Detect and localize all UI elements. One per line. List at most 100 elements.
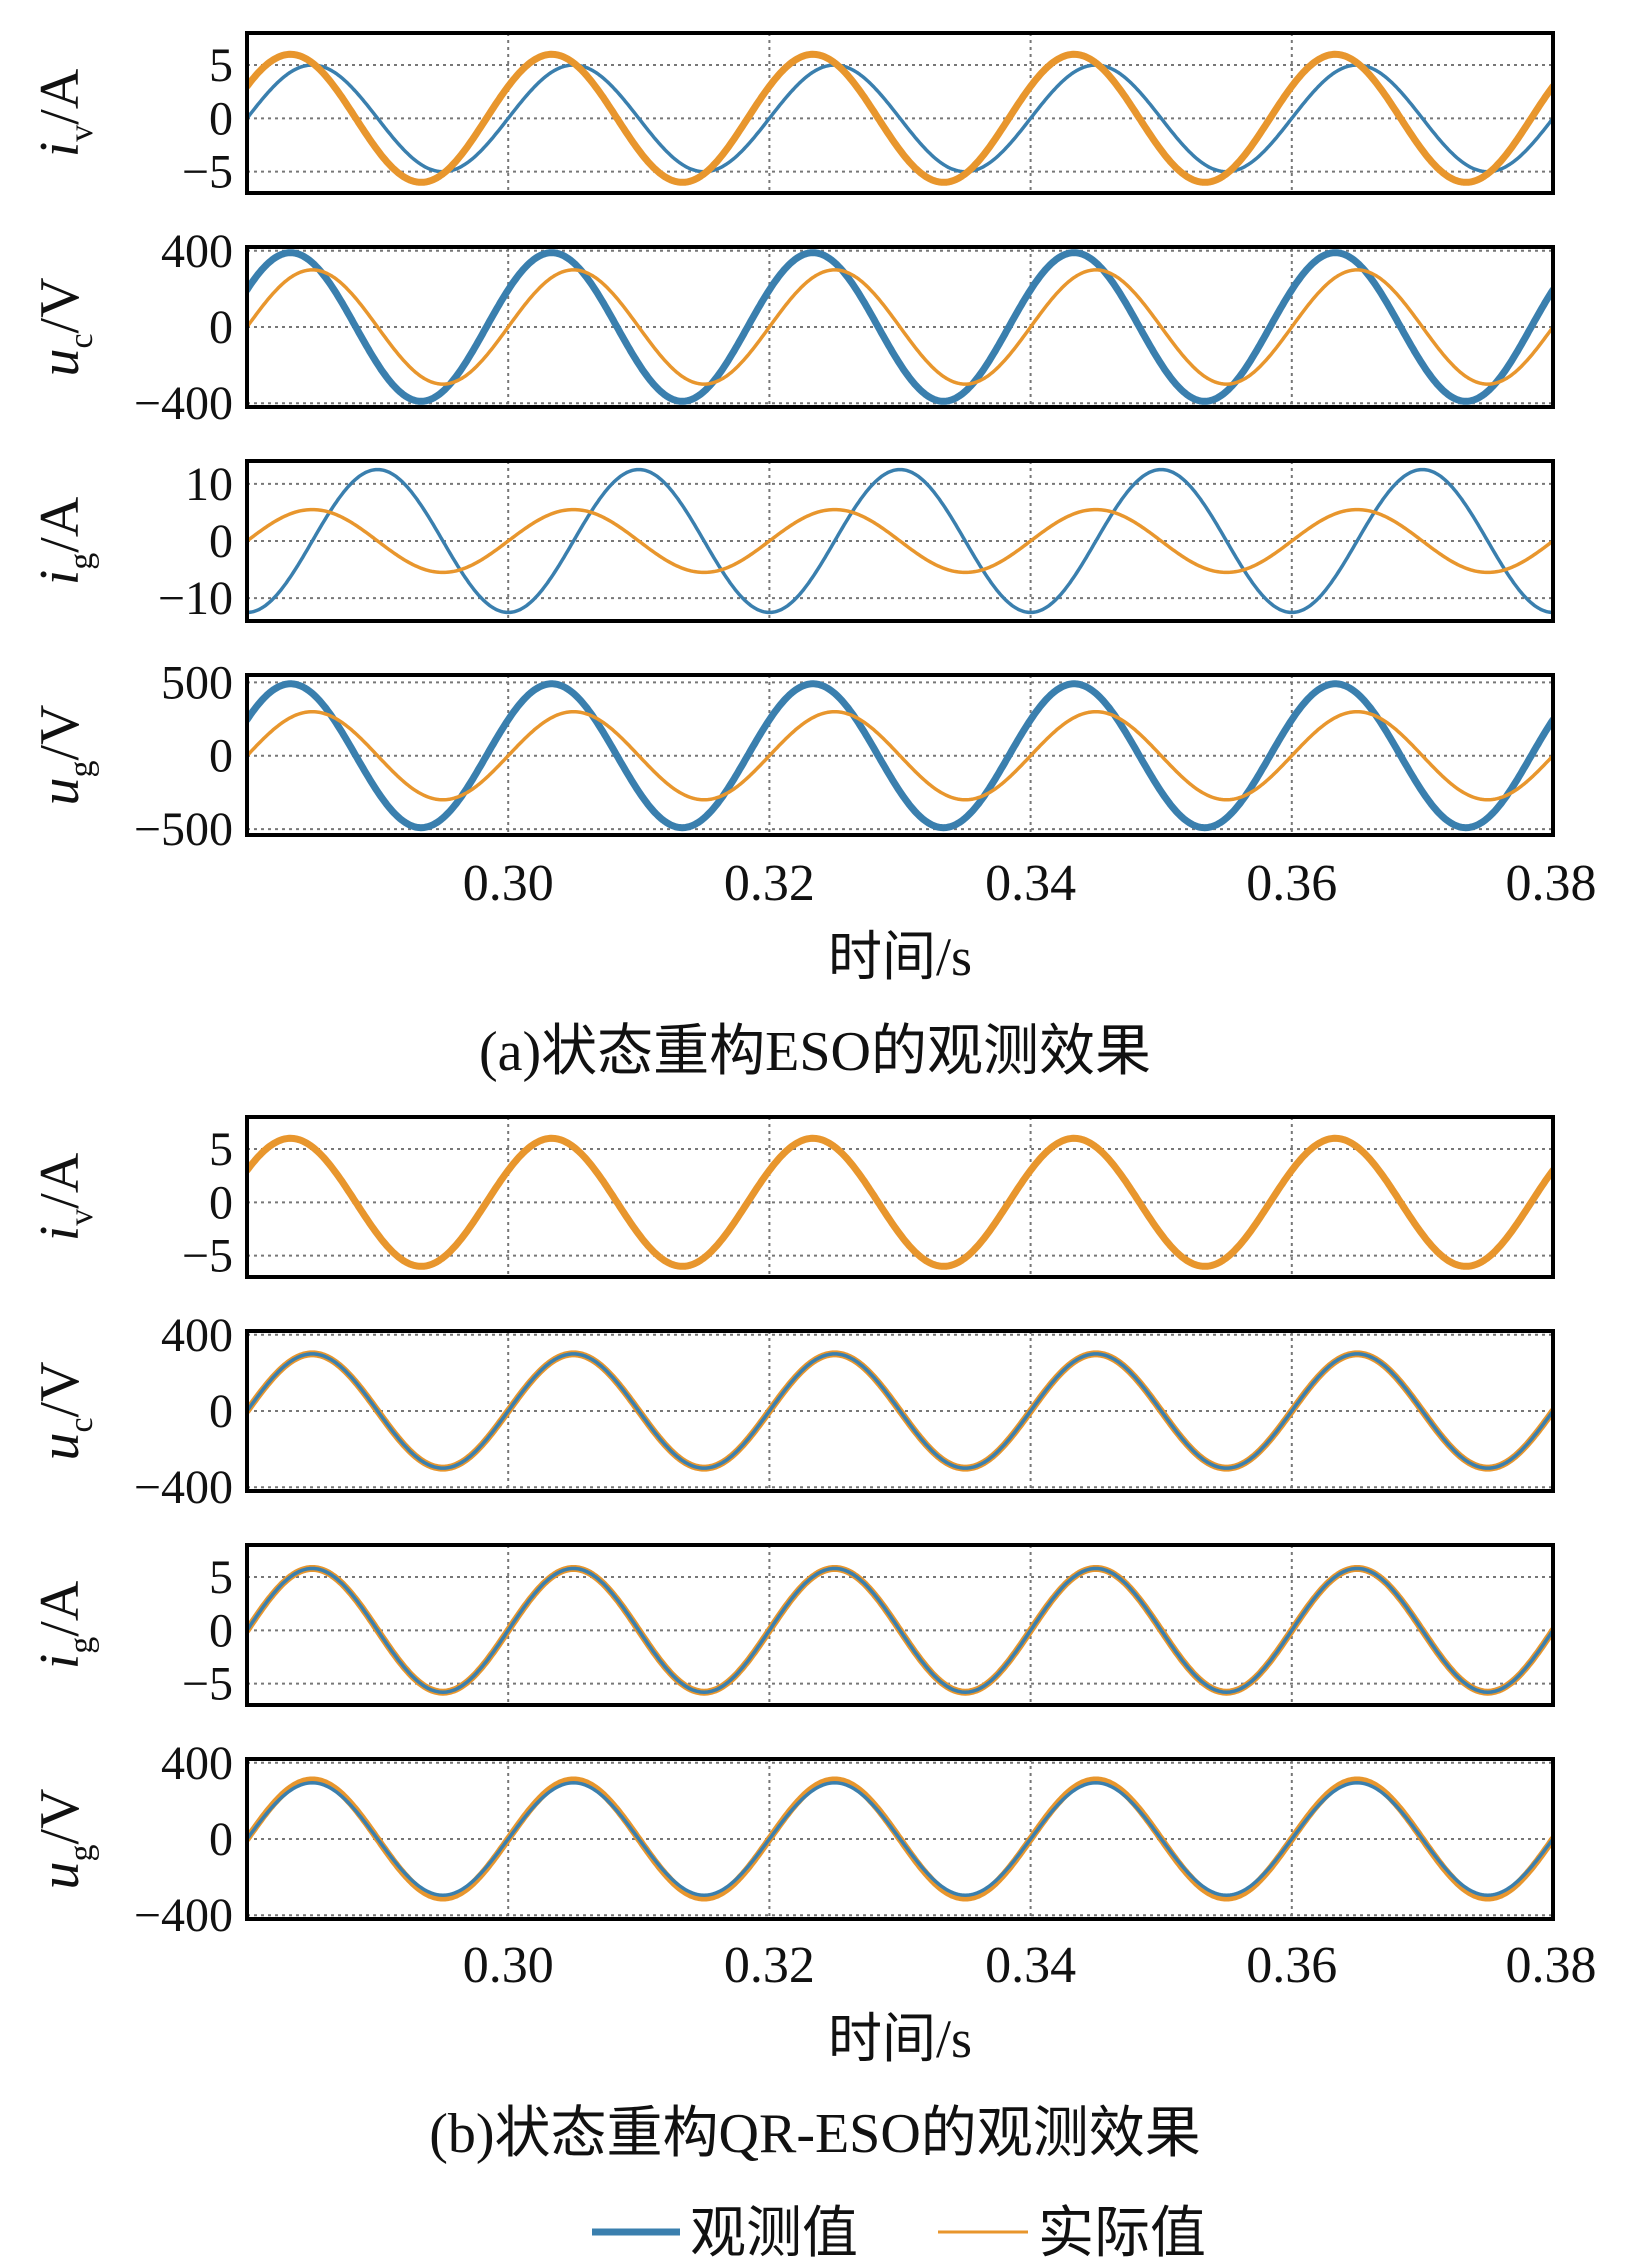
series-line-actual xyxy=(247,1134,1553,1270)
x-tick-label: 0.34 xyxy=(985,855,1076,912)
y-tick-label: 5 xyxy=(209,1123,233,1176)
series-line-observed xyxy=(247,1566,1553,1694)
y-tick-label: −400 xyxy=(134,1461,233,1514)
panel-frame xyxy=(245,1757,1555,1921)
y-tick-label: 0 xyxy=(209,92,233,145)
series-line-observed xyxy=(247,249,1553,405)
panel-a-2: 100−10 ig/A xyxy=(29,458,1555,625)
panel-a-1: 400 0 −400 uc/V xyxy=(29,225,1555,430)
y-tick-label: 10 xyxy=(185,458,233,511)
series-line-observed xyxy=(247,467,1553,615)
panel-frame xyxy=(245,459,1555,623)
y-axis-symbol: u xyxy=(29,1433,91,1461)
panel-b-2: 50−5 ig/A xyxy=(29,1543,1555,1711)
y-tick-label: 0 xyxy=(209,1176,233,1229)
series-line-observed xyxy=(247,63,1553,174)
caption-a: (a)状态重构ESO的观测效果 xyxy=(479,1021,1151,1083)
y-tick-label: 0 xyxy=(209,1385,233,1438)
x-tick-label: 0.32 xyxy=(724,1937,815,1994)
x-tick-label: 0.38 xyxy=(1506,855,1597,912)
panel-b-0: 50−5 iv/A xyxy=(29,1115,1555,1283)
y-axis-label: iv/A xyxy=(29,1152,100,1241)
series-line-observed xyxy=(247,1781,1553,1897)
legend: 观测值 实际值 xyxy=(592,2203,1206,2264)
series-line-observed xyxy=(247,680,1553,832)
y-tick-label: 400 xyxy=(161,225,233,278)
series-group xyxy=(247,680,1553,832)
x-tick-label: 0.38 xyxy=(1506,1937,1597,1994)
y-axis-label: uc/V xyxy=(29,277,100,376)
y-axis-symbol: i xyxy=(29,570,91,586)
y-tick-label: 0 xyxy=(209,1813,233,1866)
chart-b: 50−5iv/A4000−400uc/V50−5ig/A4000−400ug/V… xyxy=(29,1115,1597,2069)
y-axis-unit: /V xyxy=(29,1361,91,1417)
x-tick-label: 0.36 xyxy=(1246,1937,1337,1994)
y-axis-symbol: u xyxy=(29,1862,91,1890)
x-tick-label: 0.30 xyxy=(463,855,554,912)
y-tick-label: 5 xyxy=(209,39,233,92)
y-axis-symbol: u xyxy=(29,349,91,377)
y-axis-subscript: v xyxy=(63,1209,100,1226)
y-axis-subscript: c xyxy=(63,333,100,348)
panel-a-3: 500 0 −500 ug/V xyxy=(29,656,1555,856)
y-tick-label: 5 xyxy=(209,1551,233,1604)
panel-frame xyxy=(245,1115,1555,1279)
y-axis-unit: /V xyxy=(29,705,91,761)
x-tick-label: 0.30 xyxy=(463,1937,554,1994)
y-tick-label: 0 xyxy=(209,730,233,783)
panel-frame xyxy=(245,1329,1555,1493)
series-line-actual xyxy=(247,709,1553,802)
y-axis-label: iv/A xyxy=(29,68,100,157)
y-tick-label: 400 xyxy=(161,1737,233,1790)
y-tick-label: 400 xyxy=(161,1309,233,1362)
y-axis-symbol: u xyxy=(29,778,91,806)
y-axis-subscript: g xyxy=(63,761,100,778)
panel-frame xyxy=(245,245,1555,409)
x-tick-label: 0.34 xyxy=(985,1937,1076,1994)
x-axis-label: 时间/s xyxy=(828,927,972,987)
series-group xyxy=(247,467,1553,615)
x-axis-label: 时间/s xyxy=(828,2009,972,2069)
series-line-actual xyxy=(247,268,1553,386)
y-axis-label: ig/A xyxy=(29,496,100,585)
y-axis-symbol: i xyxy=(29,142,91,158)
y-tick-label: −5 xyxy=(182,1658,233,1711)
caption-b: (b)状态重构QR-ESO的观测效果 xyxy=(429,2103,1201,2165)
y-tick-label: −400 xyxy=(134,1889,233,1942)
y-axis-label: ug/V xyxy=(29,1789,100,1890)
y-axis-subscript: g xyxy=(63,1845,100,1862)
y-axis-subscript: v xyxy=(63,125,100,142)
y-tick-label: −5 xyxy=(182,146,233,199)
series-group xyxy=(247,1565,1553,1696)
y-tick-label: 500 xyxy=(161,656,233,709)
y-axis-subscript: g xyxy=(63,1637,100,1654)
y-tick-label: 0 xyxy=(209,1604,233,1657)
legend-observed-label: 观测值 xyxy=(690,2203,858,2264)
y-axis-unit: /V xyxy=(29,277,91,333)
y-axis-unit: /A xyxy=(29,496,91,553)
y-axis-label: ug/V xyxy=(29,705,100,806)
y-tick-label: 0 xyxy=(209,515,233,568)
panel-b-3: 400 0 −400 ug/V xyxy=(29,1737,1555,1942)
y-axis-subscript: g xyxy=(63,553,100,570)
y-tick-label: −10 xyxy=(158,572,233,625)
y-axis-unit: /V xyxy=(29,1789,91,1845)
y-axis-symbol: i xyxy=(29,1226,91,1242)
series-group xyxy=(247,1776,1553,1902)
y-axis-unit: /A xyxy=(29,1580,91,1637)
y-tick-label: −400 xyxy=(134,377,233,430)
charts-layer: 50−5iv/A4000−400uc/V100−10ig/A5000−500ug… xyxy=(29,31,1597,2069)
series-line-actual xyxy=(247,507,1553,575)
panel-frame xyxy=(245,673,1555,837)
panel-a-0: 50−5 iv/A xyxy=(29,31,1555,199)
chart-a: 50−5iv/A4000−400uc/V100−10ig/A5000−500ug… xyxy=(29,31,1597,987)
y-axis-unit: /A xyxy=(29,68,91,125)
x-tick-label: 0.36 xyxy=(1246,855,1337,912)
y-axis-label: ig/A xyxy=(29,1580,100,1669)
y-axis-symbol: i xyxy=(29,1654,91,1670)
y-axis-subscript: c xyxy=(63,1417,100,1432)
y-tick-label: 0 xyxy=(209,301,233,354)
y-axis-unit: /A xyxy=(29,1152,91,1209)
y-tick-label: −500 xyxy=(134,803,233,856)
